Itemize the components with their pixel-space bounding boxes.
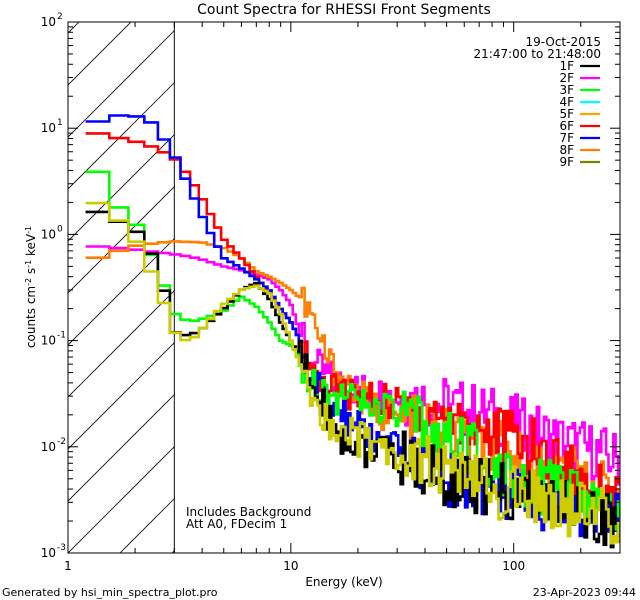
legend-label-2F: 2F [559,71,574,85]
legend-label-1F: 1F [559,59,574,73]
y-tick-exponent: 0 [57,224,63,234]
legend-label-4F: 4F [559,95,574,109]
legend-label-6F: 6F [559,119,574,133]
y-axis-label-text: counts cm-2 s-1 keV-1 [24,226,39,348]
legend-label-9F: 9F [559,155,574,169]
hatch-line [68,22,236,190]
y-tick-label: 10 [41,227,56,241]
x-axis-label: Energy (keV) [305,575,382,589]
legend-label-7F: 7F [559,131,574,145]
y-tick-exponent: 2 [57,12,63,22]
info-date: 19-Oct-2015 [525,35,601,49]
y-axis-label: counts cm-2 s-1 keV-1 [24,226,39,348]
legend-label-8F: 8F [559,143,574,157]
hatch-line [68,22,184,138]
y-tick-exponent: -3 [57,543,66,553]
plot-frame [67,21,621,554]
footer-timestamp: 23-Apr-2023 09:44 [533,586,636,599]
y-tick-exponent: -1 [57,331,66,341]
y-tick-label: 10 [41,546,56,560]
y-tick-label: 10 [41,15,56,29]
x-tick-label: 1 [64,559,72,573]
info-time-range: 21:47:00 to 21:48:00 [474,47,601,61]
legend-label-3F: 3F [559,83,574,97]
x-tick-label: 100 [502,559,525,573]
x-tick-label: 10 [283,559,298,573]
y-tick-label: 10 [41,121,56,135]
y-tick-label: 10 [41,334,56,348]
y-tick-label: 10 [41,440,56,454]
series-group [85,114,620,549]
footer-generated-by: Generated by hsi_min_spectra_plot.pro [2,586,218,599]
y-tick-exponent: -2 [57,437,66,447]
annotation-background: Includes Background [186,505,311,519]
y-tick-exponent: 1 [57,118,63,128]
chart-title: Count Spectra for RHESSI Front Segments [197,2,491,18]
series-5F [85,201,620,545]
legend-label-5F: 5F [559,107,574,121]
annotation-attenuator: Att A0, FDecim 1 [186,517,287,531]
axis-ticks [67,21,621,554]
